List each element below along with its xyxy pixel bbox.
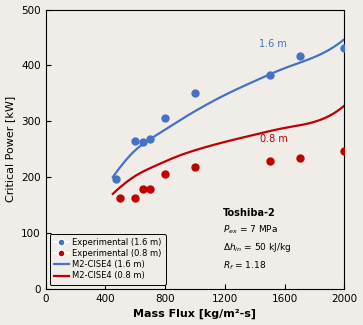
Point — [132, 138, 138, 143]
Text: 1.6 m: 1.6 m — [259, 39, 287, 49]
Point — [297, 155, 302, 160]
Point — [117, 196, 123, 201]
Point — [162, 116, 168, 121]
Legend: Experimental (1.6 m), Experimental (0.8 m), M2-CISE4 (1.6 m), M2-CISE4 (0.8 m): Experimental (1.6 m), Experimental (0.8 … — [50, 234, 166, 285]
Point — [267, 73, 273, 78]
X-axis label: Mass Flux [kg/m²-s]: Mass Flux [kg/m²-s] — [134, 309, 257, 319]
Point — [267, 159, 273, 164]
Point — [140, 139, 146, 145]
Text: $P_{ex}$ = 7 MPa: $P_{ex}$ = 7 MPa — [223, 223, 278, 236]
Point — [113, 176, 119, 181]
Y-axis label: Critical Power [kW]: Critical Power [kW] — [5, 96, 16, 202]
Point — [132, 196, 138, 201]
Point — [342, 149, 347, 154]
Text: $R_f$ = 1.18: $R_f$ = 1.18 — [223, 259, 267, 272]
Point — [162, 172, 168, 177]
Point — [297, 53, 302, 58]
Text: Toshiba-2: Toshiba-2 — [223, 208, 276, 217]
Point — [192, 91, 198, 96]
Point — [140, 187, 146, 192]
Point — [147, 187, 153, 192]
Point — [147, 136, 153, 142]
Point — [192, 164, 198, 170]
Text: $\Delta h_{in}$ = 50 kJ/kg: $\Delta h_{in}$ = 50 kJ/kg — [223, 241, 292, 254]
Text: 0.8 m: 0.8 m — [260, 134, 288, 144]
Point — [342, 45, 347, 50]
